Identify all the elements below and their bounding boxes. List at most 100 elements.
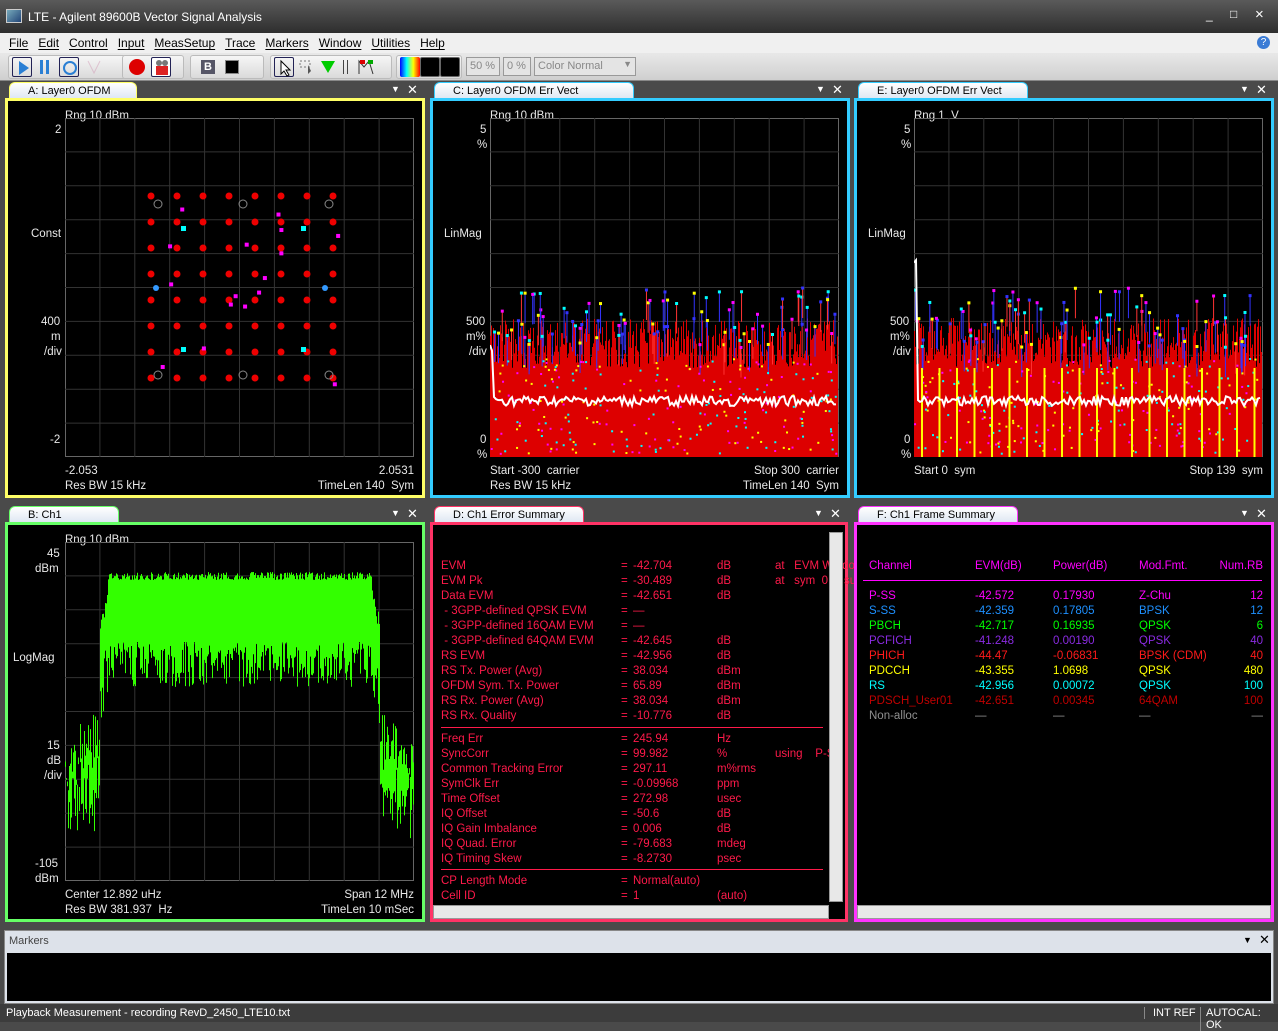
maximize-button[interactable]: □ xyxy=(1230,7,1238,21)
menu-input[interactable]: Input xyxy=(117,36,145,50)
label-ybot: 0 xyxy=(904,434,911,446)
error-point xyxy=(1134,451,1137,454)
pointer-icon[interactable] xyxy=(274,57,294,77)
pane-f-menu-icon[interactable]: ▼ xyxy=(1240,508,1249,518)
error-summary-cell: EVM Pk xyxy=(441,575,483,587)
horizontal-scrollbar[interactable] xyxy=(433,905,829,919)
spectrogram-icon[interactable] xyxy=(400,57,420,77)
error-point xyxy=(1022,437,1025,440)
continuous-icon[interactable] xyxy=(59,57,79,77)
error-point xyxy=(744,376,747,379)
pane-a-tab[interactable]: A: Layer0 OFDM Meas xyxy=(9,82,137,109)
frame-summary-row: RS -42.956 0.00072 QPSK 100 xyxy=(857,680,1271,695)
error-point xyxy=(661,299,665,303)
pane-e-close-icon[interactable]: ✕ xyxy=(1256,82,1267,97)
label-fmt: LinMag xyxy=(444,228,482,240)
pause-icon[interactable] xyxy=(35,57,55,77)
close-button[interactable]: × xyxy=(1255,6,1264,23)
record-icon[interactable] xyxy=(127,57,147,77)
markers-close-icon[interactable]: ✕ xyxy=(1259,932,1270,947)
menu-meassetup[interactable]: MeasSetup xyxy=(154,36,216,50)
pane-a-menu-icon[interactable]: ▼ xyxy=(391,84,400,94)
error-point xyxy=(716,414,719,417)
error-point xyxy=(802,435,805,438)
pane-c-close-icon[interactable]: ✕ xyxy=(832,82,843,97)
peak-marker-icon[interactable] xyxy=(356,57,376,77)
help-icon[interactable]: ? xyxy=(1257,36,1270,49)
marker-icon[interactable] xyxy=(318,57,338,77)
error-point xyxy=(766,342,770,346)
error-point xyxy=(1081,433,1084,436)
error-point xyxy=(917,446,920,449)
error-point xyxy=(1199,369,1202,372)
error-point xyxy=(629,379,632,382)
error-point xyxy=(1144,301,1148,305)
zoom-select-icon[interactable] xyxy=(298,57,318,77)
average-trace xyxy=(490,344,837,410)
pane-b-tab[interactable]: B: Ch1 Spectrum xyxy=(9,506,119,533)
label-scale1: 500 xyxy=(466,316,486,328)
playback-icon[interactable] xyxy=(151,57,171,77)
eye-diagram-icon[interactable] xyxy=(440,57,460,77)
band-marker-icon[interactable] xyxy=(336,57,356,77)
error-point xyxy=(540,435,543,438)
error-point xyxy=(1122,387,1125,390)
error-point xyxy=(595,336,599,340)
menu-help[interactable]: Help xyxy=(420,36,445,50)
error-point xyxy=(1029,342,1033,346)
pane-e-tab[interactable]: E: Layer0 OFDM Err Vect Time xyxy=(858,82,1028,109)
pane-e-menu-icon[interactable]: ▼ xyxy=(1240,84,1249,94)
pane-d-close-icon[interactable]: ✕ xyxy=(830,506,841,521)
percent-field-2[interactable]: 0 % xyxy=(503,57,531,76)
vertical-scrollbar[interactable] xyxy=(829,532,843,902)
pane-a-close-icon[interactable]: ✕ xyxy=(407,82,418,97)
trace-icon[interactable] xyxy=(420,57,440,77)
error-point xyxy=(500,432,503,435)
pane-d-tab[interactable]: D: Ch1 Error Summary xyxy=(434,506,584,523)
minimize-button[interactable]: _ xyxy=(1206,8,1213,22)
error-point xyxy=(765,402,768,405)
error-point xyxy=(1223,294,1227,298)
error-point xyxy=(677,385,680,388)
pane-c-menu-icon[interactable]: ▼ xyxy=(816,84,825,94)
error-summary-cell: = xyxy=(621,635,628,647)
error-point xyxy=(1101,372,1104,375)
error-point xyxy=(1171,423,1174,426)
menu-window[interactable]: Window xyxy=(318,36,362,50)
error-point xyxy=(1180,445,1183,448)
frame-summary-cell: QPSK xyxy=(1139,680,1171,692)
pane-c-tab[interactable]: C: Layer0 OFDM Err Vect Spectrum xyxy=(434,82,634,109)
menu-control[interactable]: Control xyxy=(69,36,108,50)
error-summary-cell: ppm xyxy=(717,778,740,790)
error-point xyxy=(623,383,626,386)
single-icon[interactable] xyxy=(84,57,104,77)
markers-title: Markers xyxy=(9,935,49,947)
pane-b-menu-icon[interactable]: ▼ xyxy=(391,508,400,518)
constellation-point xyxy=(251,296,259,304)
bold-b-icon[interactable]: B xyxy=(198,57,218,77)
error-point xyxy=(1172,362,1175,365)
horizontal-scrollbar[interactable] xyxy=(857,905,1271,919)
pane-f-tab[interactable]: F: Ch1 Frame Summary xyxy=(858,506,1018,523)
menu-trace[interactable]: Trace xyxy=(225,36,256,50)
error-point xyxy=(663,290,667,294)
menu-edit[interactable]: Edit xyxy=(38,36,60,50)
error-point xyxy=(685,364,688,367)
play-icon[interactable] xyxy=(12,57,32,77)
menu-markers[interactable]: Markers xyxy=(265,36,309,50)
pane-b-close-icon[interactable]: ✕ xyxy=(407,506,418,521)
pane-d-menu-icon[interactable]: ▼ xyxy=(814,508,823,518)
percent-field-1[interactable]: 50 % xyxy=(466,57,500,76)
layout-icon[interactable] xyxy=(222,57,242,77)
app-icon xyxy=(6,9,22,23)
constellation-point-ref xyxy=(153,199,163,209)
menu-file[interactable]: File xyxy=(9,36,29,50)
constellation-point xyxy=(277,192,285,200)
pane-f-close-icon[interactable]: ✕ xyxy=(1256,506,1267,521)
error-point xyxy=(1203,441,1206,444)
color-mode-select[interactable]: Color Normal ▼ xyxy=(534,57,636,76)
error-point xyxy=(774,441,777,444)
menu-utilities[interactable]: Utilities xyxy=(371,36,411,50)
markers-menu-icon[interactable]: ▼ xyxy=(1243,935,1252,945)
label-ytop: 5 xyxy=(904,124,911,136)
